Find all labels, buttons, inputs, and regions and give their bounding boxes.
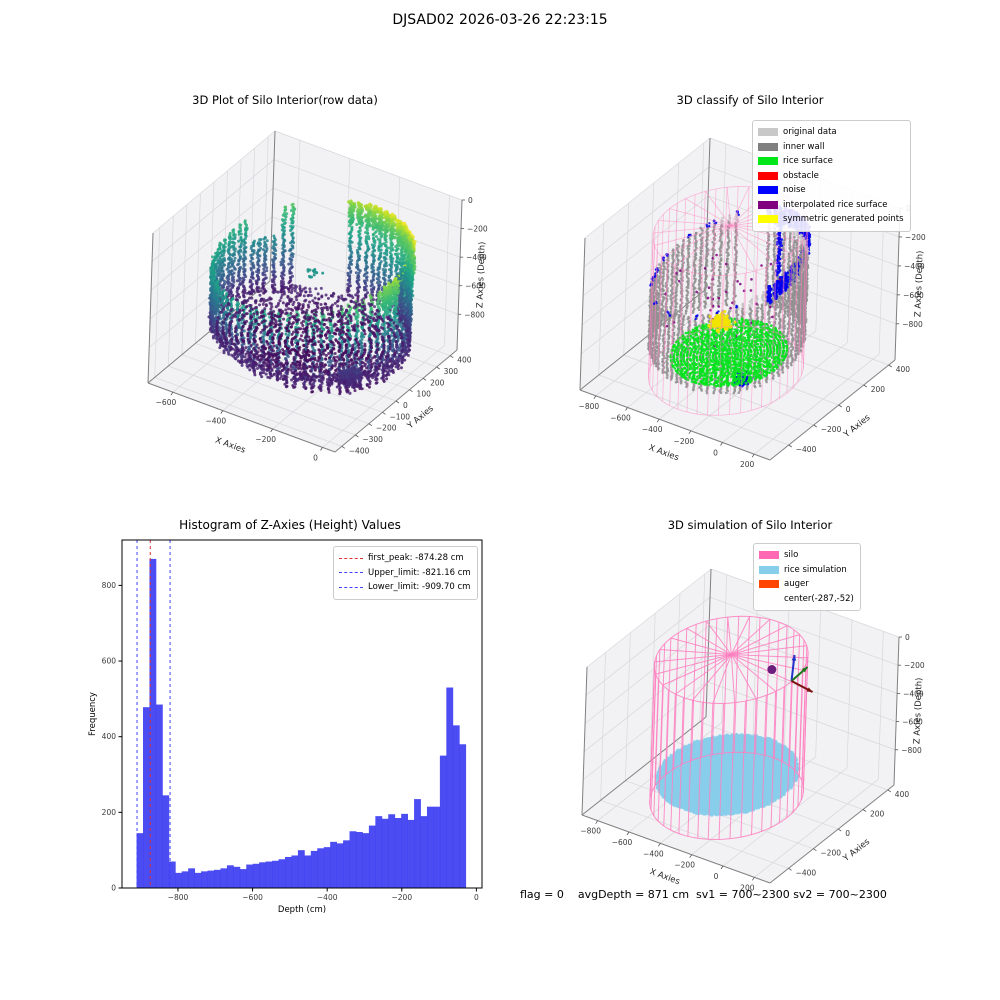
- legend-swatch-original-data: [758, 128, 778, 137]
- legend-item-original-data: original data: [758, 125, 904, 140]
- legend-swatch-symmetric: [758, 215, 778, 224]
- legend-label: rice surface: [783, 156, 833, 167]
- legend-item-interpolated-rice-surface: interpolated rice surface: [758, 198, 904, 213]
- legend-item-inner-wall: inner wall: [758, 140, 904, 155]
- legend-swatch-silo: [759, 551, 779, 560]
- legend-classify: original data inner wall rice surface ob…: [752, 120, 911, 232]
- classify-3d-plot-canvas: [520, 108, 980, 480]
- legend-swatch-rice-surface: [758, 157, 778, 166]
- legend-histogram: first_peak: -874.28 cm Upper_limit: -821…: [333, 546, 478, 600]
- legend-label: auger: [784, 579, 809, 590]
- legend-item-obstacle: obstacle: [758, 169, 904, 184]
- legend-label: silo: [784, 550, 799, 561]
- legend-line-upper-limit: [339, 572, 363, 574]
- legend-label: noise: [783, 185, 806, 196]
- legend-item-rice-simulation: rice simulation: [759, 563, 854, 578]
- panel-title-simulation-3d: 3D simulation of Silo Interior: [667, 518, 833, 532]
- legend-label: rice simulation: [784, 564, 847, 575]
- legend-line-lower-limit: [339, 586, 363, 588]
- legend-swatch-noise: [758, 186, 778, 195]
- legend-item-symmetric-points: symmetric generated points: [758, 212, 904, 227]
- legend-item-rice-surface: rice surface: [758, 154, 904, 169]
- legend-label: Lower_limit: -909.70 cm: [368, 582, 471, 593]
- legend-item-lower-limit: Lower_limit: -909.70 cm: [339, 580, 471, 595]
- legend-label: obstacle: [783, 170, 819, 181]
- legend-item-first-peak: first_peak: -874.28 cm: [339, 551, 471, 566]
- legend-label: symmetric generated points: [783, 214, 904, 225]
- legend-line-first-peak: [339, 557, 363, 559]
- legend-swatch-auger: [759, 580, 779, 589]
- legend-item-silo: silo: [759, 548, 854, 563]
- simulation-3d-plot-canvas: [520, 542, 980, 910]
- legend-swatch-interpolated: [758, 200, 778, 209]
- legend-item-auger: auger: [759, 577, 854, 592]
- figure-title: DJSAD02 2026-03-26 22:23:15: [392, 12, 608, 28]
- panel-title-raw-3d: 3D Plot of Silo Interior(row data): [192, 93, 378, 107]
- legend-label: original data: [783, 127, 837, 138]
- legend-simulation: silo rice simulation auger center(-287,-…: [753, 543, 861, 611]
- legend-label: center(-287,-52): [784, 593, 854, 604]
- raw-3d-plot-canvas: [60, 108, 510, 480]
- legend-label: interpolated rice surface: [783, 199, 888, 210]
- legend-item-noise: noise: [758, 183, 904, 198]
- legend-label: first_peak: -874.28 cm: [368, 553, 464, 564]
- panel-title-classify-3d: 3D classify of Silo Interior: [676, 93, 824, 107]
- panel-title-histogram: Histogram of Z-Axies (Height) Values: [179, 518, 401, 532]
- legend-item-upper-limit: Upper_limit: -821.16 cm: [339, 566, 471, 581]
- legend-swatch-obstacle: [758, 171, 778, 180]
- legend-item-center: center(-287,-52): [759, 592, 854, 607]
- legend-label: Upper_limit: -821.16 cm: [368, 567, 471, 578]
- legend-swatch-inner-wall: [758, 142, 778, 151]
- status-text: flag = 0 avgDepth = 871 cm sv1 = 700~230…: [520, 888, 887, 901]
- legend-swatch-rice-simulation: [759, 565, 779, 574]
- legend-label: inner wall: [783, 141, 825, 152]
